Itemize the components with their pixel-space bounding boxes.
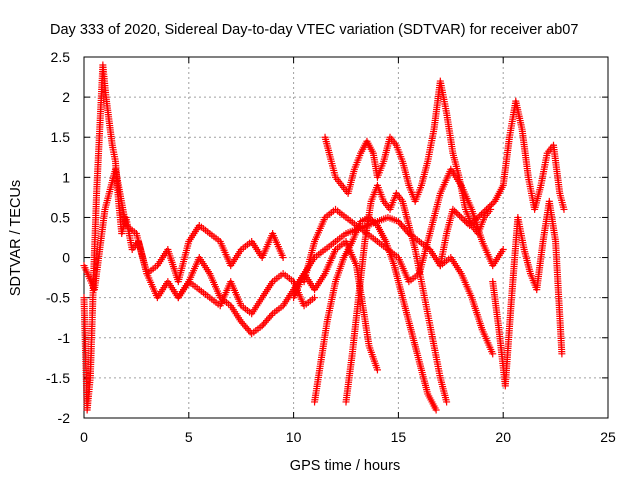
data-point-interp [459,215,467,223]
y-tick-label: 2.5 [51,49,71,65]
data-point [373,366,381,374]
x-tick-label: 5 [185,429,193,445]
data-point-interp [370,218,378,226]
data-point-interp [479,209,487,217]
y-axis: 2.5 2 1.5 1 0.5 0 -0.5 -1 -1.5 -2 [46,49,608,426]
data-point-interp [399,223,407,231]
data-point-interp [260,320,268,328]
data-point-interp [481,207,489,215]
data-point-interp [477,210,485,218]
data-point-interp [469,218,477,226]
data-point [311,294,319,302]
data-point [443,398,451,406]
data-point-interp [261,318,269,326]
data-point-interp [242,323,250,331]
data-point-interp [462,218,470,226]
y-axis-title: SDTVAR / TECUs [8,180,24,296]
data-point-interp [239,319,247,327]
data-point-interp [489,199,497,207]
y-tick-label: 1.5 [51,129,71,145]
data-point-interp [486,202,494,210]
x-tick-label: 15 [391,429,407,445]
y-tick-label: -0.5 [46,290,70,306]
data-markers [80,61,568,414]
data-point [279,254,287,262]
x-tick-label: 0 [80,429,88,445]
data-point-interp [476,212,484,220]
y-tick-label: 0.5 [51,209,71,225]
grid-lines [84,57,608,418]
y-tick-label: -1 [58,330,71,346]
data-point-interp [400,224,408,232]
data-point [449,205,457,213]
data-point [466,221,474,229]
data-point-interp [267,311,275,319]
data-point-interp [456,212,464,220]
chart-title: Day 333 of 2020, Sidereal Day-to-day VTE… [50,22,578,38]
plot-frame [83,56,609,419]
data-point-interp [396,219,404,227]
data-point-interp [266,313,274,321]
x-axis-title: GPS time / hours [290,458,400,474]
data-point-interp [467,220,475,228]
data-point-interp [487,201,495,209]
data-point-interp [452,209,460,217]
data-point [474,213,482,221]
data-point [258,322,266,330]
data-point [457,213,465,221]
y-tick-label: 0 [62,250,70,266]
x-tick-label: 20 [495,429,511,445]
y-tick-label: -2 [58,410,71,426]
data-point-interp [264,315,272,323]
x-axis: 0 5 10 15 20 25 [80,57,616,445]
data-point [489,350,497,358]
data-point-interp [454,210,462,218]
data-point-interp [245,326,253,334]
data-point [482,205,490,213]
data-point-interp [240,321,248,329]
data-point [499,246,507,254]
data-point-interp [471,217,479,225]
data-point [237,318,245,326]
data-point [558,350,566,358]
data-point [560,205,568,213]
data-point-interp [372,220,380,228]
data-point-interp [472,215,480,223]
data-point [394,217,402,225]
y-tick-label: 1 [62,169,70,185]
data-point-interp [451,207,459,215]
data-point-interp [243,325,251,333]
data-point-interp [368,217,376,225]
data-point [432,406,440,414]
x-tick-label: 10 [286,429,302,445]
data-point-interp [461,217,469,225]
data-point-interp [397,221,405,229]
data-point-interp [263,317,271,325]
x-tick-label: 25 [600,429,616,445]
y-tick-label: 2 [62,89,70,105]
data-point-interp [484,204,492,212]
y-tick-label: -1.5 [46,370,70,386]
